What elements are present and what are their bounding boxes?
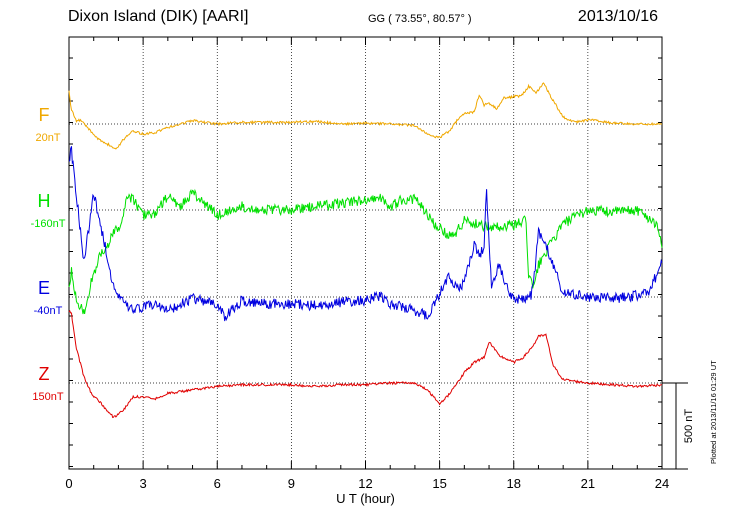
x-tick-label: 6 [214, 476, 221, 491]
x-tick-label: 15 [432, 476, 446, 491]
series-name-Z: Z [39, 364, 50, 384]
scale-bar-label: 500 nT [683, 409, 695, 444]
station-title: Dixon Island (DIK) [AARI] [68, 8, 249, 25]
x-tick-label: 3 [140, 476, 147, 491]
plotted-timestamp-text: Plotted at 2013/11/16 01:29 UT [709, 360, 718, 464]
series-name-F: F [39, 105, 50, 125]
series-baseline-F: 20nT [35, 132, 60, 144]
geographic-coords: GG ( 73.55°, 80.57° ) [368, 13, 472, 25]
plotted-timestamp: Plotted at 2013/11/16 01:29 UT [709, 360, 718, 464]
x-tick-label: 12 [358, 476, 372, 491]
series-name-H: H [38, 191, 51, 211]
observation-date: 2013/10/16 [577, 8, 658, 25]
x-tick-label: 9 [288, 476, 295, 491]
series-baseline-Z: 150nT [32, 391, 63, 403]
series-line-H [68, 188, 663, 315]
x-tick-label: 0 [65, 476, 72, 491]
x-tick-label: 18 [507, 476, 521, 491]
x-tick-label: 24 [655, 476, 669, 491]
series-baseline-H: -160nT [31, 218, 66, 230]
series-name-E: E [38, 278, 50, 298]
series-line-F [68, 82, 663, 150]
x-axis-label: U T (hour) [336, 491, 395, 506]
series-line-Z [68, 309, 662, 419]
series-baseline-E: -40nT [34, 305, 63, 317]
x-tick-label: 21 [581, 476, 595, 491]
series-line-E [68, 146, 663, 322]
